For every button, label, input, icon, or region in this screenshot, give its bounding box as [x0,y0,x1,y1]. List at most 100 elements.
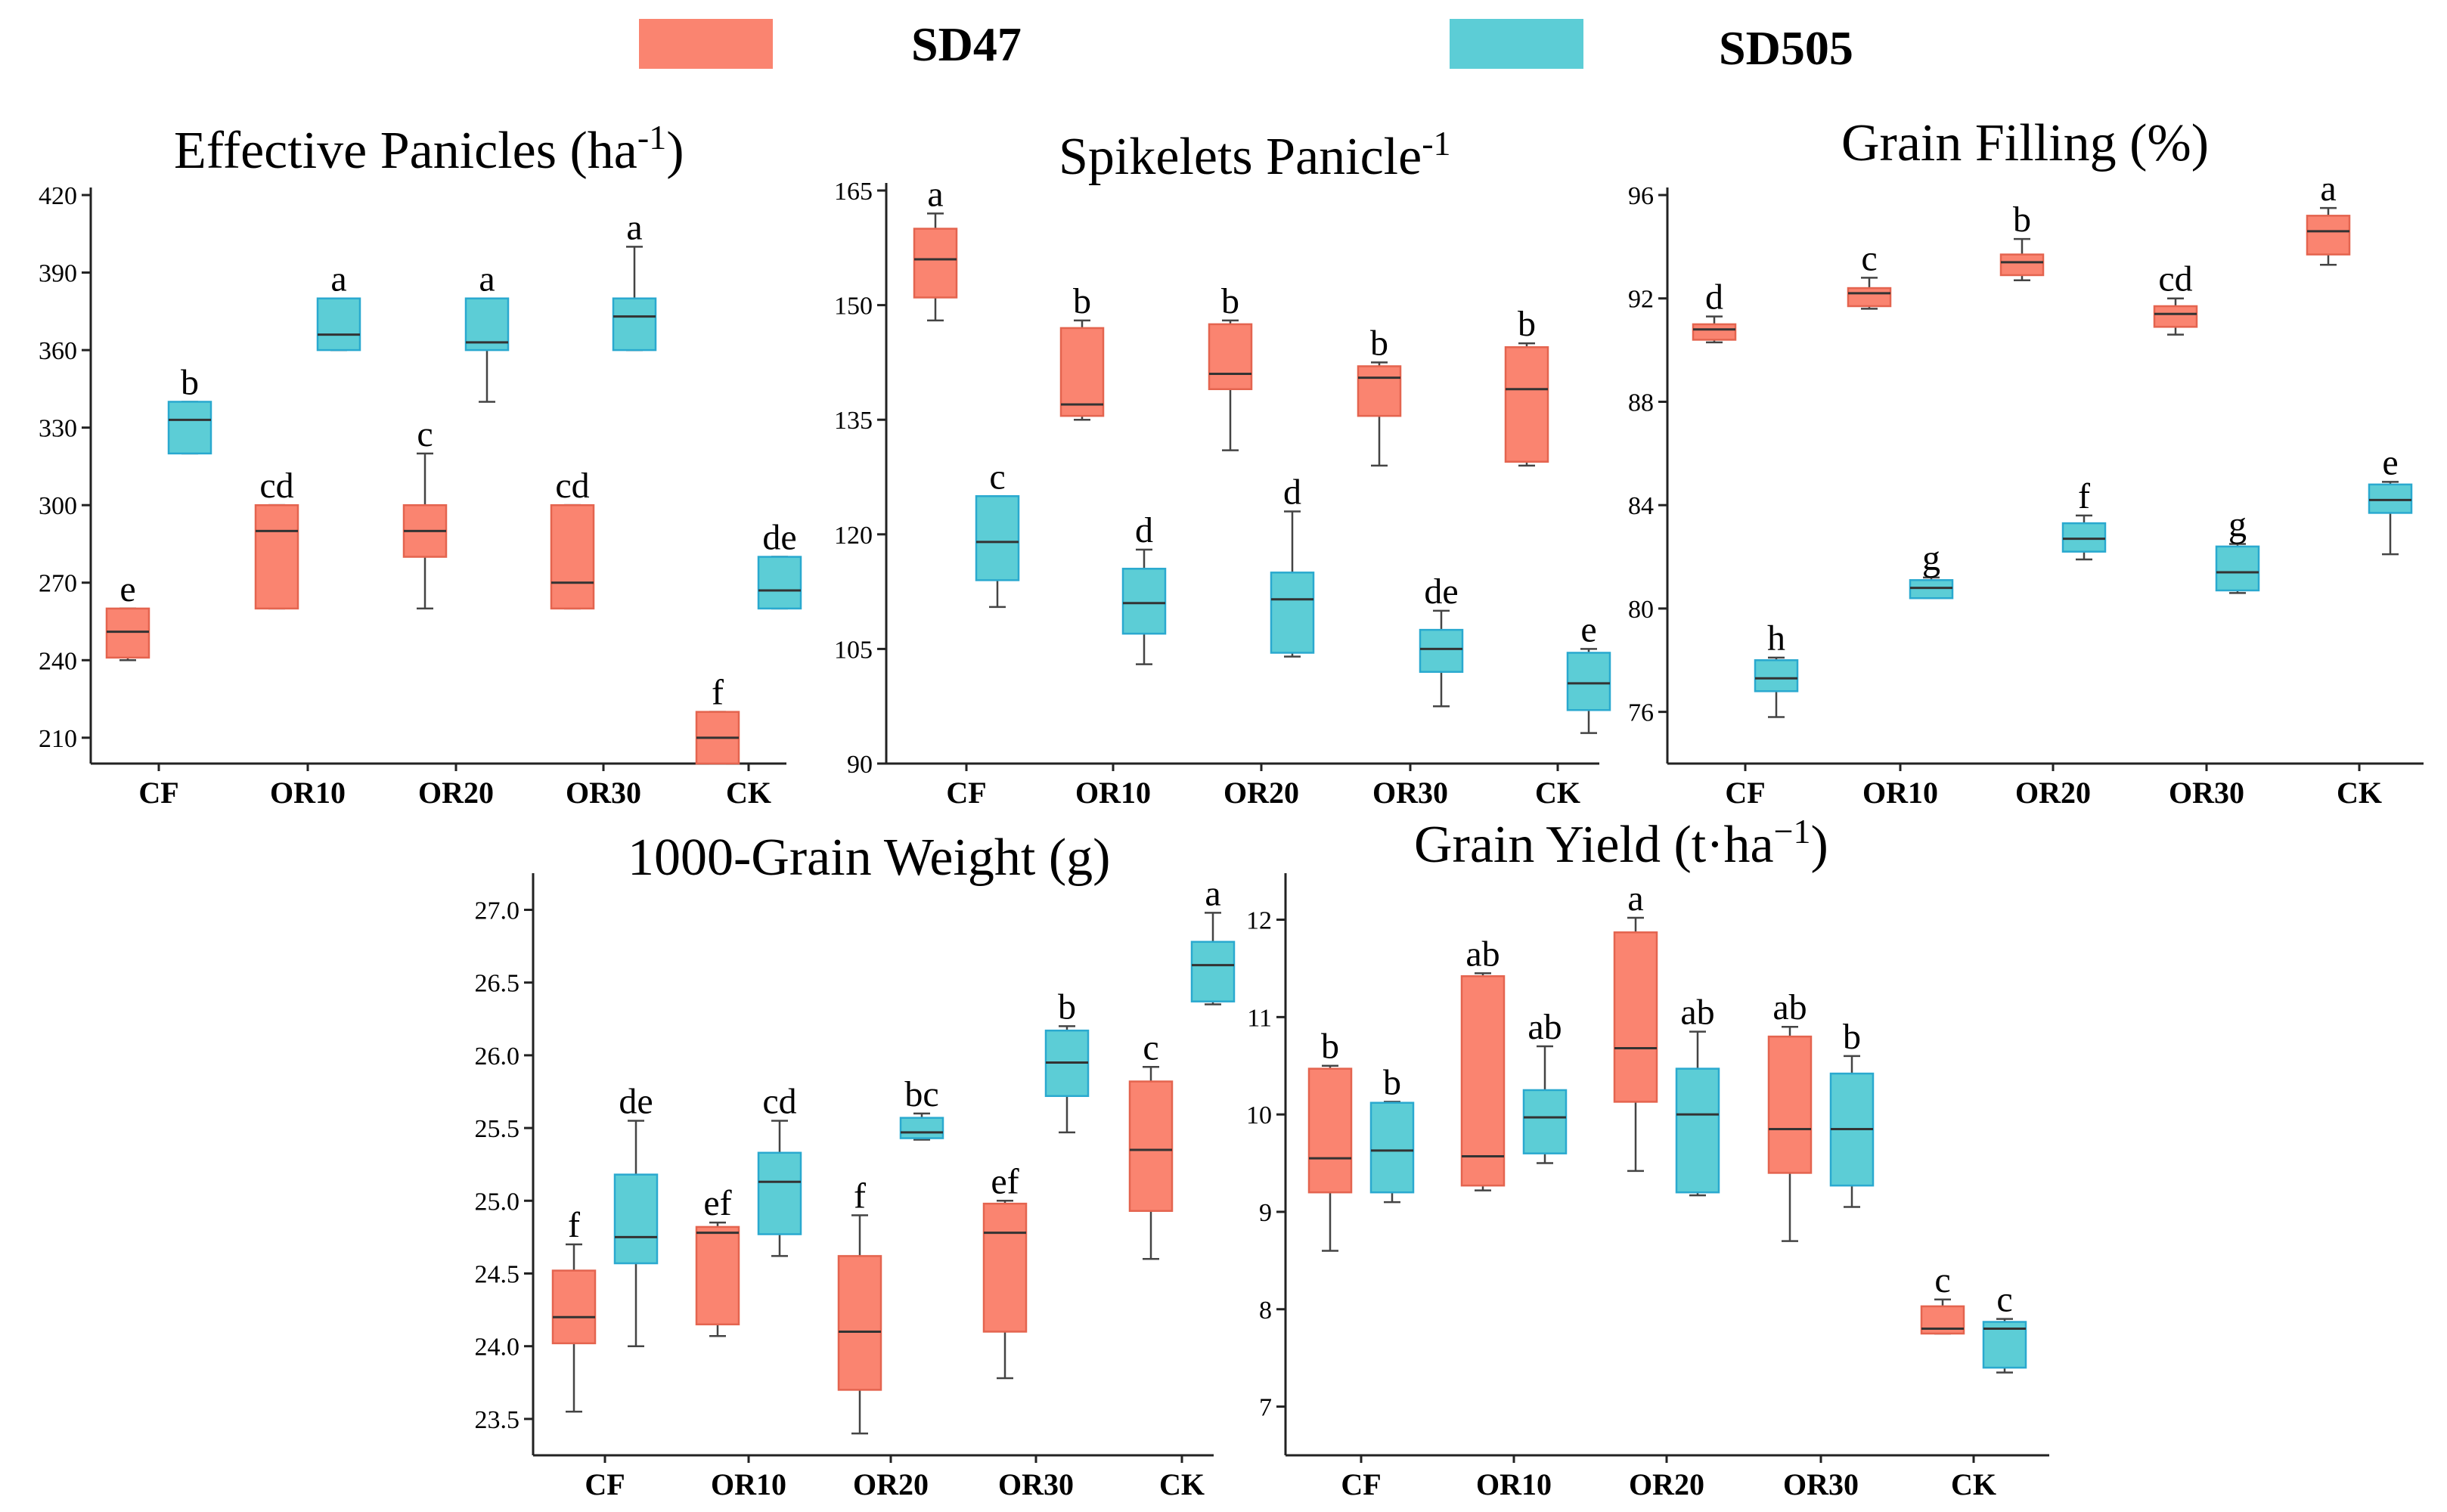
box-iqr [1504,345,1549,463]
significance-letter: ab [1527,1007,1562,1047]
x-tick-label: OR20 [1224,776,1299,810]
significance-letter: d [1283,472,1301,512]
y-tick-label: 84 [1628,492,1654,520]
y-tick-label: 11 [1247,1004,1272,1032]
y-tick-label: 7 [1259,1394,1272,1422]
y-tick-label: 105 [834,636,873,664]
significance-letter: a [927,174,943,214]
box-sd47-ck: c [1920,1260,1965,1335]
significance-letter: b [1843,1017,1861,1057]
y-tick-label: 240 [39,647,77,675]
box-sd505-or30: b [1829,1017,1875,1208]
significance-letter: b [1370,323,1388,363]
box-sd47-ck: f [695,673,740,765]
y-tick-label: 420 [39,182,77,210]
box-sd47-or10: b [1059,281,1105,421]
significance-letter: b [1221,281,1239,321]
significance-letter: bc [904,1074,938,1114]
box-iqr [254,503,299,610]
significance-letter: d [1135,510,1153,550]
x-tick-label: OR10 [1862,776,1938,810]
significance-letter: cd [2158,259,2192,299]
significance-letter: cd [555,466,589,506]
y-tick-label: 270 [39,570,77,598]
box-sd47-ck: b [1504,304,1549,467]
box-iqr [837,1255,882,1391]
box-iqr [1369,1101,1415,1194]
significance-letter: ef [703,1183,731,1223]
box-iqr [1566,652,1611,711]
box-sd47-or10: cd [254,466,299,610]
legend-label-sd47: SD47 [911,17,1022,71]
significance-letter: c [1861,238,1877,278]
legend-swatch-sd47 [639,19,773,69]
y-tick-label: 92 [1628,286,1654,314]
box-iqr [316,297,361,352]
significance-letter: a [1627,878,1643,919]
y-tick-label: 25.0 [475,1188,520,1216]
significance-letter: e [1580,609,1596,649]
x-tick-label: CK [1951,1467,1996,1501]
significance-letter: ab [1772,987,1807,1027]
y-tick-label: 8 [1259,1297,1272,1325]
box-iqr [1754,659,1799,692]
box-sd47-or20: c [402,414,448,610]
box-sd505-cf: h [1754,618,1799,718]
box-iqr [2368,483,2413,514]
significance-letter: b [1383,1062,1401,1102]
box-sd47-cf: b [1307,1027,1353,1252]
significance-letter: f [2078,476,2090,516]
y-tick-label: 300 [39,492,77,520]
significance-letter: d [1705,277,1723,318]
chart-spikelets-panicle: Spikelets Panicle-1 90 105 120 135 150 165 CF OR… [834,124,1611,810]
box-sd47-cf: e [105,569,150,662]
x-tick-label: OR30 [998,1467,1074,1501]
box-sd505-or30: g [2215,504,2260,594]
x-tick-label: OR20 [418,776,494,810]
box-iqr [1613,931,1658,1103]
box-iqr [1909,579,1954,600]
chart-title: Effective Panicles (ha-1) [174,118,684,181]
legend-swatch-sd505 [1450,19,1583,69]
box-iqr [1270,572,1315,654]
box-iqr [982,1202,1028,1333]
box-sd505-or10: ab [1522,1007,1568,1164]
box-iqr [2215,545,2260,592]
significance-letter: cd [259,466,293,506]
significance-letter: de [1424,572,1458,612]
x-tick-label: OR30 [566,776,641,810]
x-tick-label: OR10 [1075,776,1151,810]
box-iqr [695,1225,740,1326]
box-sd505-or10: cd [757,1081,802,1257]
significance-letter: a [2320,169,2336,209]
box-iqr [167,401,212,455]
y-tick-label: 76 [1628,699,1654,727]
significance-letter: e [2382,442,2398,482]
y-tick-label: 120 [834,522,873,550]
y-tick-label: 150 [834,293,873,321]
box-sd47-or30: ab [1767,987,1813,1242]
box-sd505-or30: b [1044,987,1090,1134]
x-tick-label: CK [1159,1467,1205,1501]
box-iqr [1767,1035,1813,1174]
box-sd505-cf: c [975,457,1020,609]
box-iqr [613,1173,659,1265]
chart-title: 1000-Grain Weight (g) [628,829,1110,887]
box-sd505-or20: f [2061,476,2107,561]
box-iqr [1307,1067,1353,1194]
box-sd47-ck: c [1128,1027,1174,1260]
box-iqr [1847,287,1892,308]
box-sd505-ck: a [1190,873,1236,1005]
y-tick-label: 96 [1628,182,1654,210]
y-tick-label: 24.0 [475,1334,520,1362]
significance-letter: f [568,1205,580,1245]
significance-letter: f [854,1176,866,1216]
box-iqr [1999,253,2045,277]
chart-title: Grain Filling (%) [1841,114,2209,172]
x-tick-label: OR10 [270,776,346,810]
significance-letter: ef [991,1161,1019,1201]
box-iqr [1059,327,1105,417]
x-tick-label: CF [585,1467,625,1501]
chart-grain-weight: 1000-Grain Weight (g) 23.5 24.0 24.5 25.0 25.… [475,829,1236,1501]
significance-letter: c [1143,1027,1158,1067]
